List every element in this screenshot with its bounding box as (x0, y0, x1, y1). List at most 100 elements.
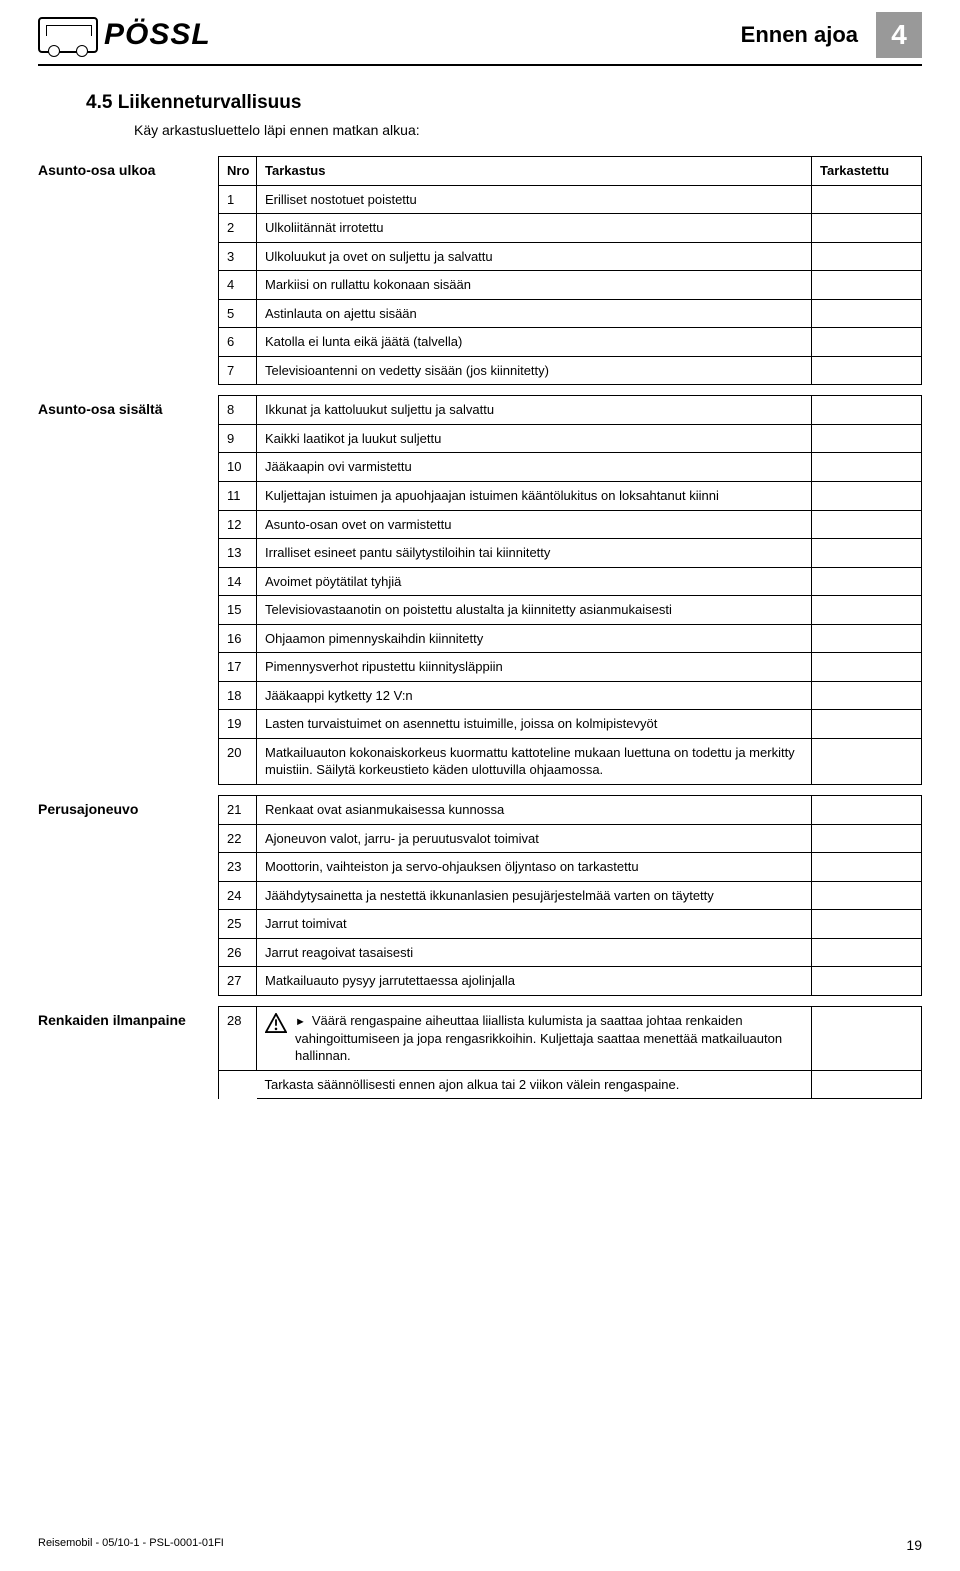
cell-no: 28 (219, 1006, 257, 1070)
table-row: 2Ulkoliitännät irrotettu (219, 214, 922, 243)
cell-done (812, 328, 922, 357)
cell-text: Astinlauta on ajettu sisään (257, 299, 812, 328)
table-row: 1Erilliset nostotuet poistettu (219, 185, 922, 214)
table-row: 3Ulkoluukut ja ovet on suljettu ja salva… (219, 242, 922, 271)
footer-docid: Reisemobil - 05/10-1 - PSL-0001-01FI (38, 1537, 224, 1553)
cell-done (812, 710, 922, 739)
cell-done (812, 356, 922, 385)
cell-text: Irralliset esineet pantu säilytystiloihi… (257, 539, 812, 568)
warning-text: Väärä rengaspaine aiheuttaa liiallista k… (295, 1013, 782, 1063)
cell-text: Pimennysverhot ripustettu kiinnitysläppi… (257, 653, 812, 682)
cell-no: 7 (219, 356, 257, 385)
table-header-row: Nro Tarkastus Tarkastettu (219, 157, 922, 186)
cell-done (812, 596, 922, 625)
header-right: Ennen ajoa 4 (741, 12, 922, 58)
cell-text: Erilliset nostotuet poistettu (257, 185, 812, 214)
cell-text: Ajoneuvon valot, jarru- ja peruutusvalot… (257, 824, 812, 853)
cell-done (812, 1006, 922, 1070)
cell-no: 22 (219, 824, 257, 853)
cell-done (812, 271, 922, 300)
cell-no: 19 (219, 710, 257, 739)
cell-done (812, 738, 922, 784)
chapter-number-box: 4 (876, 12, 922, 58)
table-row: 6Katolla ei lunta eikä jäätä (talvella) (219, 328, 922, 357)
cell-text: Moottorin, vaihteiston ja servo-ohjaukse… (257, 853, 812, 882)
cell-no: 3 (219, 242, 257, 271)
cell-done (812, 938, 922, 967)
cell-text: Jarrut toimivat (257, 910, 812, 939)
cell-no: 11 (219, 482, 257, 511)
cell-no: 18 (219, 681, 257, 710)
cell-text: Ohjaamon pimennyskaihdin kiinnitetty (257, 624, 812, 653)
checklist-block-outside: Asunto-osa ulkoa Nro Tarkastus Tarkastet… (38, 156, 922, 385)
side-label-tires: Renkaiden ilmanpaine (38, 1006, 218, 1099)
brand-name: PÖSSL (104, 18, 211, 52)
warning-triangle-icon (265, 1013, 287, 1033)
cell-done (812, 453, 922, 482)
table-row: 4Markiisi on rullattu kokonaan sisään (219, 271, 922, 300)
cell-done (812, 1070, 922, 1099)
cell-no: 1 (219, 185, 257, 214)
cell-no: 12 (219, 510, 257, 539)
cell-text: Renkaat ovat asianmukaisessa kunnossa (257, 796, 812, 825)
cell-text: Jäähdytysainetta ja nestettä ikkunanlasi… (257, 881, 812, 910)
cell-text: Ulkoliitännät irrotettu (257, 214, 812, 243)
footer-page-number: 19 (906, 1537, 922, 1553)
table-row: 24Jäähdytysainetta ja nestettä ikkunanla… (219, 881, 922, 910)
cell-done (812, 567, 922, 596)
col-header-done: Tarkastettu (812, 157, 922, 186)
col-header-no: Nro (219, 157, 257, 186)
cell-done (812, 482, 922, 511)
cell-no: 23 (219, 853, 257, 882)
cell-no: 6 (219, 328, 257, 357)
table-row: 28 Väärä rengaspaine aiheuttaa liiallist… (219, 1006, 922, 1070)
cell-done (812, 967, 922, 996)
cell-text: Jarrut reagoivat tasaisesti (257, 938, 812, 967)
table-row: 19Lasten turvaistuimet on asennettu istu… (219, 710, 922, 739)
cell-done (812, 396, 922, 425)
cell-no: 10 (219, 453, 257, 482)
cell-done (812, 185, 922, 214)
checklist-block-tires: Renkaiden ilmanpaine 28 (38, 1006, 922, 1099)
table-row: 25Jarrut toimivat (219, 910, 922, 939)
checklist-table-base: 21Renkaat ovat asianmukaisessa kunnossa2… (218, 795, 922, 996)
checklist-block-inside: Asunto-osa sisältä 8Ikkunat ja kattoluuk… (38, 395, 922, 785)
cell-text: Lasten turvaistuimet on asennettu istuim… (257, 710, 812, 739)
cell-text: Ulkoluukut ja ovet on suljettu ja salvat… (257, 242, 812, 271)
content: 4.5 Liikenneturvallisuus Käy arkastuslue… (0, 66, 960, 1099)
cell-text: Jääkaapin ovi varmistettu (257, 453, 812, 482)
cell-no: 17 (219, 653, 257, 682)
cell-done (812, 796, 922, 825)
page-header: PÖSSL Ennen ajoa 4 (0, 0, 960, 64)
cell-note: Tarkasta säännöllisesti ennen ajon alkua… (257, 1070, 812, 1099)
table-row: 15Televisiovastaanotin on poistettu alus… (219, 596, 922, 625)
cell-no: 15 (219, 596, 257, 625)
table-row: 8Ikkunat ja kattoluukut suljettu ja salv… (219, 396, 922, 425)
cell-text: Katolla ei lunta eikä jäätä (talvella) (257, 328, 812, 357)
cell-done (812, 510, 922, 539)
checklist-block-base: Perusajoneuvo 21Renkaat ovat asianmukais… (38, 795, 922, 996)
chapter-title: Ennen ajoa (741, 22, 858, 48)
col-header-check: Tarkastus (257, 157, 812, 186)
cell-no: 2 (219, 214, 257, 243)
cell-done (812, 424, 922, 453)
table-row: 26Jarrut reagoivat tasaisesti (219, 938, 922, 967)
cell-done (812, 242, 922, 271)
cell-text: Markiisi on rullattu kokonaan sisään (257, 271, 812, 300)
cell-no: 9 (219, 424, 257, 453)
tbody-base: 21Renkaat ovat asianmukaisessa kunnossa2… (219, 796, 922, 996)
tbody-outside: 1Erilliset nostotuet poistettu2Ulkoliitä… (219, 185, 922, 385)
side-label-outside: Asunto-osa ulkoa (38, 156, 218, 385)
checklist-table-tires: 28 Väärä rengaspaine aiheuttaa liiallist… (218, 1006, 922, 1099)
table-row: 12Asunto-osan ovet on varmistettu (219, 510, 922, 539)
cell-no: 16 (219, 624, 257, 653)
cell-done (812, 881, 922, 910)
cell-no: 8 (219, 396, 257, 425)
cell-no: 5 (219, 299, 257, 328)
table-row: 14Avoimet pöytätilat tyhjiä (219, 567, 922, 596)
cell-done (812, 299, 922, 328)
cell-text: Kuljettajan istuimen ja apuohjaajan istu… (257, 482, 812, 511)
table-row: 23Moottorin, vaihteiston ja servo-ohjauk… (219, 853, 922, 882)
cell-done (812, 214, 922, 243)
table-row: 18Jääkaappi kytketty 12 V:n (219, 681, 922, 710)
